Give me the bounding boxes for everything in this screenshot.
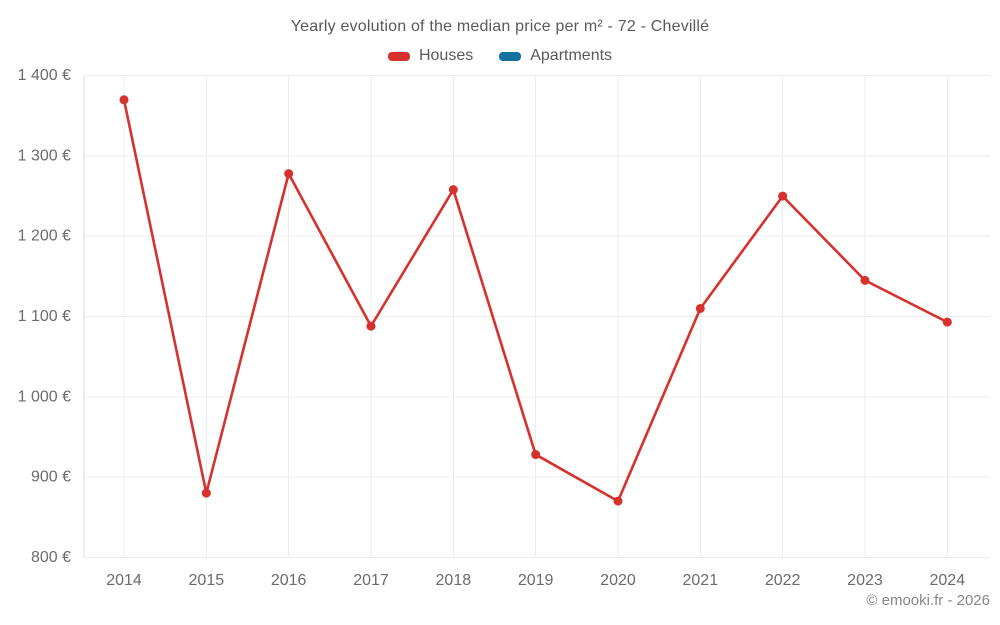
legend: Houses Apartments [0,47,1000,65]
x-axis-tick-label: 2015 [189,572,225,589]
data-point[interactable] [942,317,952,327]
x-axis-tick-label: 2014 [106,572,142,589]
data-point[interactable] [366,321,376,331]
data-point[interactable] [448,185,458,195]
y-axis-tick-label: 1 100 € [18,308,71,325]
data-point[interactable] [284,169,294,179]
x-axis-tick-label: 2016 [271,572,307,589]
data-point[interactable] [695,303,705,313]
x-axis-tick-label: 2017 [353,572,389,589]
data-point[interactable] [201,488,211,498]
chart-title: Yearly evolution of the median price per… [290,18,710,35]
y-axis-tick-label: 1 400 € [18,67,71,84]
copyright: © emooki.fr - 2026 [866,592,990,609]
y-axis-tick-label: 900 € [31,469,71,486]
data-point[interactable] [531,450,541,460]
x-axis-tick-label: 2023 [847,572,883,589]
legend-item-apartments[interactable]: Apartments [499,47,612,65]
x-axis-tick-label: 2018 [436,572,472,589]
houses-swatch-icon [387,51,410,61]
x-axis-tick-label: 2022 [765,572,801,589]
x-axis-tick-label: 2019 [518,572,554,589]
y-axis-tick-label: 800 € [31,549,71,566]
x-axis-tick-label: 2021 [683,572,719,589]
data-point[interactable] [613,496,623,506]
apartments-swatch-icon [499,51,522,61]
data-point[interactable] [778,191,788,201]
legend-label-houses: Houses [418,47,474,64]
y-axis-tick-label: 1 000 € [18,388,71,405]
data-point[interactable] [860,275,870,285]
y-axis-tick-label: 1 300 € [18,147,71,164]
y-axis-tick-label: 1 200 € [18,228,71,245]
x-axis-tick-label: 2024 [930,572,966,589]
legend-item-houses[interactable]: Houses [387,47,474,65]
data-point[interactable] [119,95,129,105]
legend-label-apartments: Apartments [530,47,613,64]
x-axis-tick-label: 2020 [600,572,636,589]
